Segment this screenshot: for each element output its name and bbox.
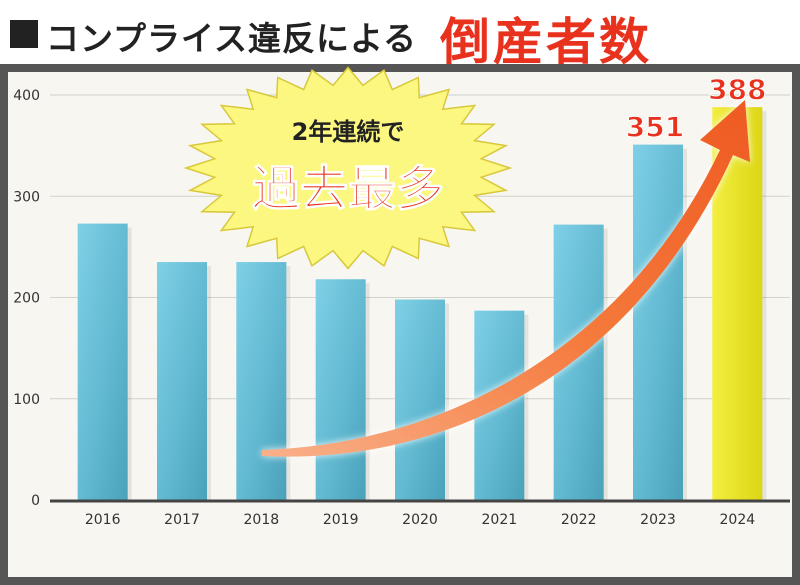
y-tick-label: 400 xyxy=(13,88,40,104)
x-tick-label: 2016 xyxy=(85,512,121,528)
x-tick-label: 2017 xyxy=(164,512,200,528)
data-label: 388 xyxy=(708,73,766,106)
x-tick-label: 2020 xyxy=(402,512,438,528)
x-tick-label: 2018 xyxy=(244,512,280,528)
bar xyxy=(633,144,683,501)
x-tick-label: 2022 xyxy=(561,512,597,528)
bar xyxy=(157,262,207,500)
x-tick-label: 2024 xyxy=(720,512,756,528)
bar xyxy=(315,279,366,500)
starburst-badge: 2年連続で 過去最多 xyxy=(183,66,513,270)
x-tick-label: 2023 xyxy=(640,512,676,528)
data-label: 351 xyxy=(626,111,684,144)
y-tick-label: 300 xyxy=(13,189,40,205)
title-square-icon xyxy=(10,20,38,48)
x-tick-label: 2021 xyxy=(482,512,518,528)
data-labels-layer: 351 388 xyxy=(625,73,767,144)
y-tick-label: 100 xyxy=(13,392,40,408)
starburst-shape xyxy=(183,66,513,270)
badge-line-2: 過去最多 xyxy=(252,161,444,217)
chart-title-accent: 倒産者数 xyxy=(440,13,652,71)
y-tick-label: 0 xyxy=(31,493,40,509)
growth-arrow xyxy=(262,100,750,457)
bar xyxy=(395,299,445,500)
title-bar: コンプライス違反による 倒産者数 xyxy=(0,0,800,71)
y-tick-label: 200 xyxy=(13,291,40,307)
axis-layer: 0 100 200 300 400 2016 2017 2018 2019 2020 2021 202… xyxy=(13,88,790,528)
bar xyxy=(77,223,128,500)
chart-title: コンプライス違反による xyxy=(46,19,418,58)
badge-line-1: 2年連続で xyxy=(292,118,405,146)
arrow-layer xyxy=(262,100,750,457)
bar xyxy=(236,262,287,500)
x-tick-label: 2019 xyxy=(323,512,359,528)
